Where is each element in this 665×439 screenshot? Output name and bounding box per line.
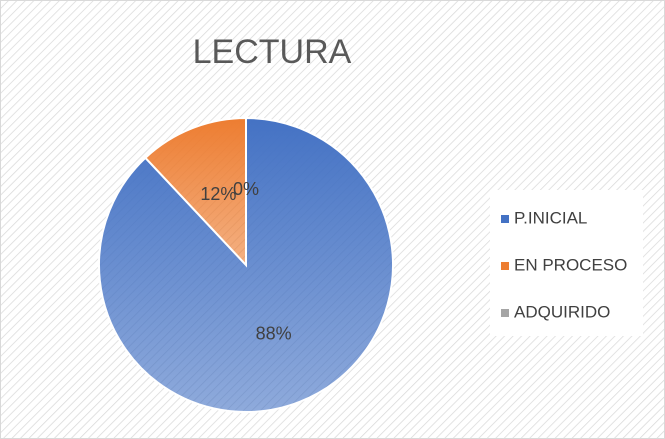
legend-marker (501, 215, 509, 223)
legend-background (490, 190, 643, 336)
legend-label: P.INICIAL (514, 208, 587, 227)
data-label: 12% (200, 184, 236, 204)
legend-label: EN PROCESO (514, 255, 627, 274)
chart-title: LECTURA (193, 33, 352, 71)
data-label: 0% (233, 179, 259, 199)
data-label: 88% (256, 323, 292, 343)
pie-slice (143, 116, 247, 268)
legend-marker (501, 309, 509, 317)
legend-marker (501, 262, 509, 270)
legend-label: ADQUIRIDO (514, 302, 610, 321)
